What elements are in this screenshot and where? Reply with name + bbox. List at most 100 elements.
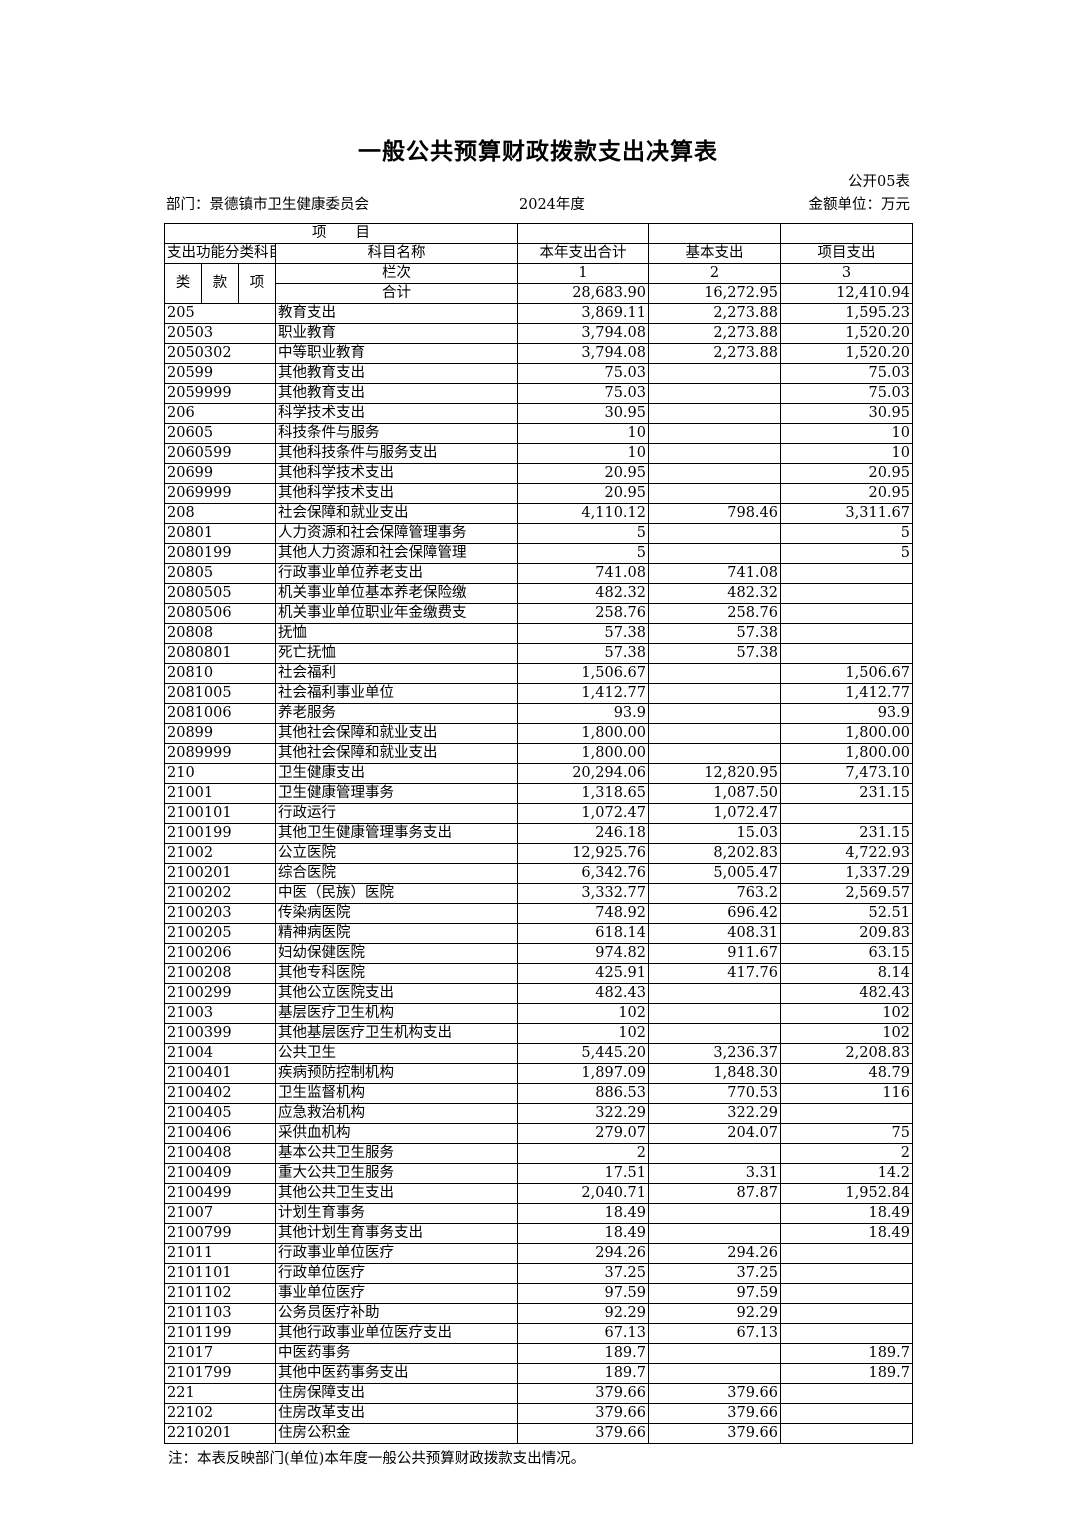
- row-project: 189.7: [780, 1343, 913, 1364]
- amount-unit-label: 金额单位：万元: [808, 196, 911, 213]
- row-basic: 417.76: [648, 963, 781, 984]
- row-code: 2101103: [164, 1303, 276, 1324]
- row-total: 425.91: [517, 963, 649, 984]
- row-total: 482.32: [517, 583, 649, 604]
- row-code: 20599: [164, 363, 276, 384]
- row-total: 102: [517, 1023, 649, 1044]
- row-project: 1,595.23: [780, 303, 913, 324]
- row-basic: 379.66: [648, 1383, 781, 1404]
- header-col-basic: 基本支出: [648, 243, 781, 264]
- table-row: 21004 公共卫生 5,445.20 3,236.37 2,208.83: [164, 1043, 913, 1064]
- row-subject-name: 综合医院: [275, 863, 518, 884]
- table-row: 2080801 死亡抚恤 57.38 57.38: [164, 643, 913, 664]
- row-total: 974.82: [517, 943, 649, 964]
- table-row: 2050302 中等职业教育 3,794.08 2,273.88 1,520.20: [164, 343, 913, 364]
- table-row: 2080505 机关事业单位基本养老保险缴 482.32 482.32: [164, 583, 913, 604]
- row-project: [780, 1283, 913, 1304]
- row-project: 482.43: [780, 983, 913, 1004]
- row-code: 2100206: [164, 943, 276, 964]
- row-code: 20899: [164, 723, 276, 744]
- row-code: 2101102: [164, 1283, 276, 1304]
- row-basic: [648, 683, 781, 704]
- row-project: 5: [780, 543, 913, 564]
- row-total: 189.7: [517, 1363, 649, 1384]
- row-code: 21002: [164, 843, 276, 864]
- row-subject-name: 中医药事务: [275, 1343, 518, 1364]
- table-row: 20801 人力资源和社会保障管理事务 5 5: [164, 523, 913, 544]
- row-total: 5: [517, 523, 649, 544]
- row-code: 22102: [164, 1403, 276, 1424]
- department-label: 部门：景德镇市卫生健康委员会: [166, 196, 369, 213]
- row-total: 1,800.00: [517, 743, 649, 764]
- row-total: 37.25: [517, 1263, 649, 1284]
- header-row-item-group: 项 目: [164, 223, 913, 244]
- row-subject-name: 重大公共卫生服务: [275, 1163, 518, 1184]
- table-row: 2100406 采供血机构 279.07 204.07 75: [164, 1123, 913, 1144]
- table-row: 2100401 疾病预防控制机构 1,897.09 1,848.30 48.79: [164, 1063, 913, 1084]
- row-subject-name: 疾病预防控制机构: [275, 1063, 518, 1084]
- row-basic: 294.26: [648, 1243, 781, 1264]
- row-total: 12,925.76: [517, 843, 649, 864]
- row-basic: 3,236.37: [648, 1043, 781, 1064]
- row-project: [780, 1323, 913, 1344]
- row-project: 18.49: [780, 1203, 913, 1224]
- row-basic: [648, 443, 781, 464]
- meta-row: 部门：景德镇市卫生健康委员会 2024年度 金额单位：万元: [164, 191, 912, 215]
- row-subject-name: 其他公立医院支出: [275, 983, 518, 1004]
- row-subject-name: 卫生健康支出: [275, 763, 518, 784]
- table-header-group: 项 目 支出功能分类科目编码 科目名称 本年支出合计 基本支出 项目支出 类 款…: [164, 223, 913, 304]
- row-code: 2080801: [164, 643, 276, 664]
- row-basic: 258.76: [648, 603, 781, 624]
- row-basic: 763.2: [648, 883, 781, 904]
- row-code: 20808: [164, 623, 276, 644]
- row-project: 2,208.83: [780, 1043, 913, 1064]
- row-code: 2080199: [164, 543, 276, 564]
- row-total: 93.9: [517, 703, 649, 724]
- row-code: 205: [164, 303, 276, 324]
- table-row: 2100409 重大公共卫生服务 17.51 3.31 14.2: [164, 1163, 913, 1184]
- table-row: 2100202 中医（民族）医院 3,332.77 763.2 2,569.57: [164, 883, 913, 904]
- row-subject-name: 卫生监督机构: [275, 1083, 518, 1104]
- row-code: 20605: [164, 423, 276, 444]
- header-item-group: 项 目: [164, 223, 518, 244]
- row-subject-name: 其他公共卫生支出: [275, 1183, 518, 1204]
- header-blank-2: [648, 223, 781, 244]
- row-subject-name: 其他教育支出: [275, 363, 518, 384]
- row-basic: [648, 663, 781, 684]
- spreadsheet-sheet: 一般公共预算财政拨款支出决算表 公开05表 部门：景德镇市卫生健康委员会 202…: [164, 128, 913, 1468]
- table-row: 221 住房保障支出 379.66 379.66: [164, 1383, 913, 1404]
- row-basic: [648, 363, 781, 384]
- row-total: 1,318.65: [517, 783, 649, 804]
- row-code: 20503: [164, 323, 276, 344]
- row-total: 258.76: [517, 603, 649, 624]
- table-row: 20808 抚恤 57.38 57.38: [164, 623, 913, 644]
- row-code: 206: [164, 403, 276, 424]
- row-basic: 67.13: [648, 1323, 781, 1344]
- row-project: [780, 1243, 913, 1264]
- header-lanci-label: 栏次: [275, 263, 518, 284]
- table-row: 2101102 事业单位医疗 97.59 97.59: [164, 1283, 913, 1304]
- row-code: 21017: [164, 1343, 276, 1364]
- row-code: 2081005: [164, 683, 276, 704]
- table-row: 21003 基层医疗卫生机构 102 102: [164, 1003, 913, 1024]
- row-basic: 97.59: [648, 1283, 781, 1304]
- row-code: 20699: [164, 463, 276, 484]
- row-subject-name: 行政事业单位养老支出: [275, 563, 518, 584]
- header-lanci-1: 1: [517, 263, 649, 284]
- row-basic: 2,273.88: [648, 303, 781, 324]
- header-lanci-2: 2: [648, 263, 781, 284]
- row-code: 2089999: [164, 743, 276, 764]
- header-sub-xiang: 项: [238, 263, 276, 304]
- table-row: 2210201 住房公积金 379.66 379.66: [164, 1423, 913, 1444]
- row-basic: [648, 423, 781, 444]
- row-basic: [648, 1143, 781, 1164]
- row-total: 20,294.06: [517, 763, 649, 784]
- row-project: 75.03: [780, 383, 913, 404]
- table-row: 2069999 其他科学技术支出 20.95 20.95: [164, 483, 913, 504]
- budget-expenditure-table: 项 目 支出功能分类科目编码 科目名称 本年支出合计 基本支出 项目支出 类 款…: [164, 223, 913, 1444]
- row-basic: 15.03: [648, 823, 781, 844]
- row-total: 886.53: [517, 1083, 649, 1104]
- row-subject-name: 中医（民族）医院: [275, 883, 518, 904]
- row-total: 1,072.47: [517, 803, 649, 824]
- row-total: 5: [517, 543, 649, 564]
